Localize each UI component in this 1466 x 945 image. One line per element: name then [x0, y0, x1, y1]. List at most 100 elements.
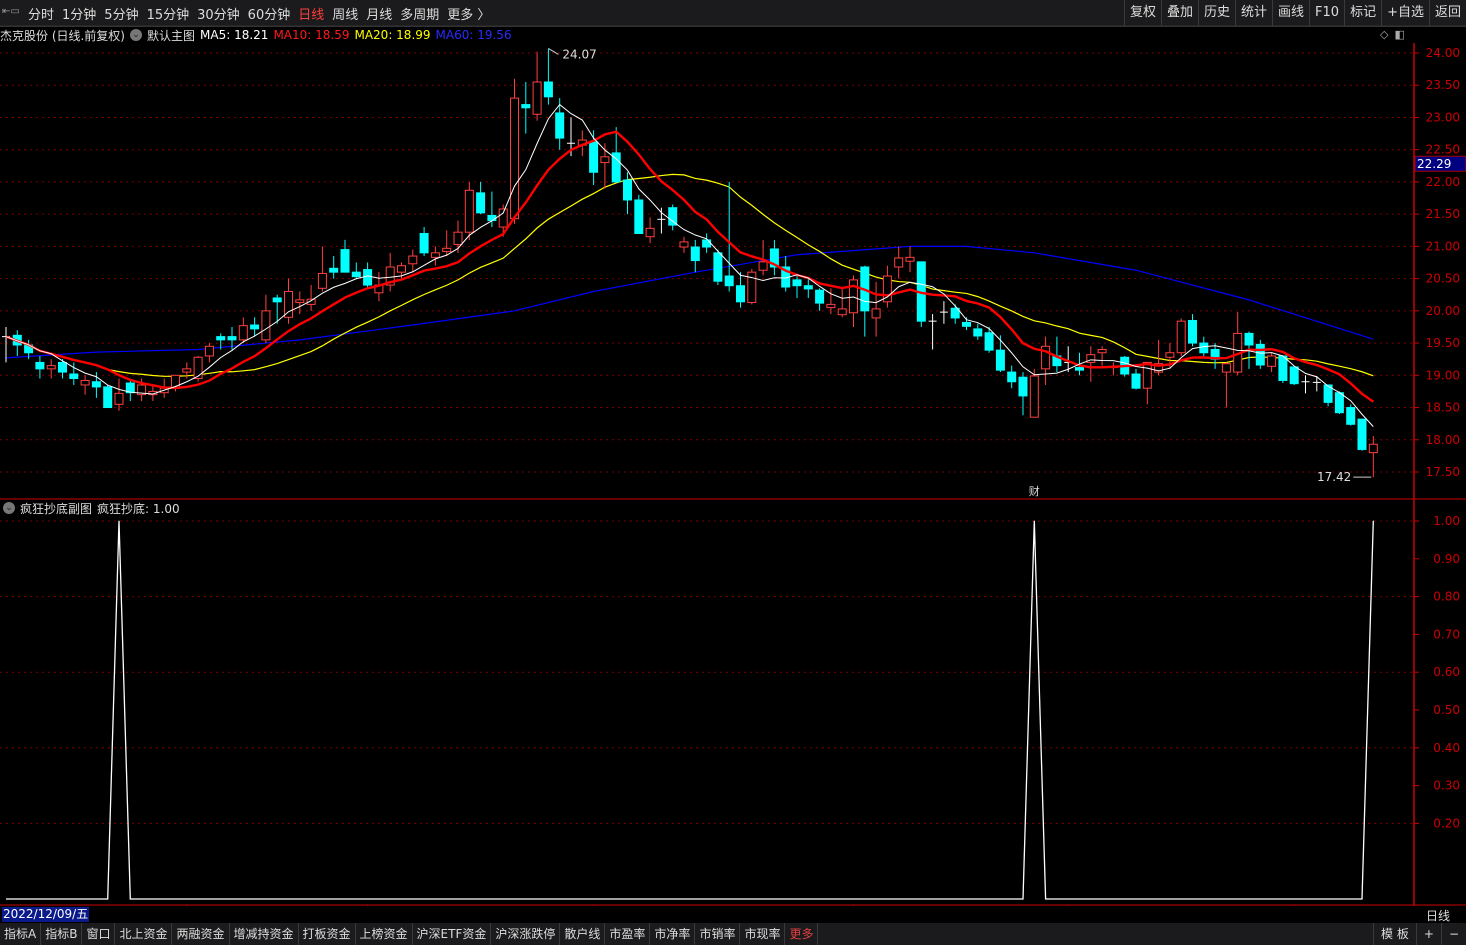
candle-down: [589, 141, 599, 173]
indicator-tab[interactable]: 指标B: [41, 923, 83, 945]
candle-up: [114, 392, 124, 405]
candle-up: [894, 257, 904, 268]
sub-tick-label: 0.60: [1433, 665, 1460, 679]
candle-up: [645, 227, 655, 238]
candle-down: [634, 199, 644, 234]
indicator-tab[interactable]: 散户线: [560, 923, 606, 945]
indicator-tab[interactable]: 沪深ETF资金: [413, 923, 492, 945]
candle-down: [58, 361, 67, 373]
template-selector[interactable]: 默认主图: [147, 28, 196, 43]
signal-point: [118, 520, 120, 522]
candle-down: [702, 239, 712, 248]
period-tab[interactable]: 5分钟: [104, 7, 139, 23]
period-tab[interactable]: 15分钟: [146, 7, 190, 23]
candle-up: [137, 384, 147, 396]
candle-down: [668, 207, 678, 226]
candle-up: [204, 345, 214, 357]
period-tab[interactable]: 60分钟: [247, 7, 291, 23]
period-tab[interactable]: 月线: [366, 7, 393, 23]
zoom-control-button[interactable]: +: [1415, 923, 1441, 945]
period-tab[interactable]: 1分钟: [62, 7, 97, 23]
tool-button[interactable]: 返回: [1428, 0, 1466, 26]
ma20-value: MA20: 18.99: [354, 28, 431, 42]
candle-down: [363, 269, 373, 286]
kline-chart[interactable]: 24.00 23.50 23.00 22.50 22.00 21.50 21.00 20.50…: [0, 0, 1466, 906]
period-tab[interactable]: 日线: [298, 7, 325, 23]
candle-up: [317, 272, 327, 289]
indicator-tab[interactable]: 市销率: [695, 923, 741, 945]
period-tab[interactable]: 更多 〉: [447, 7, 491, 23]
price-tick-label: 17.50: [1426, 465, 1460, 479]
window-toggle-icon[interactable]: ⇤▭: [2, 6, 20, 17]
cursor-price-box: [1414, 155, 1466, 172]
candle-down: [1323, 384, 1333, 403]
candle-up: [453, 231, 463, 245]
candle-down: [962, 321, 971, 327]
tool-button[interactable]: 统计: [1235, 0, 1272, 26]
candle-up: [758, 261, 768, 271]
candle-down: [815, 289, 825, 304]
chevron-down-icon[interactable]: ⌄: [3, 502, 15, 514]
indicator-tab[interactable]: 增减持资金: [230, 923, 299, 945]
sub-chart-title[interactable]: 疯狂抄底副图: [20, 501, 93, 516]
price-tick-label: 19.00: [1426, 368, 1460, 382]
ma5-value: MA5: 18.21: [200, 28, 269, 42]
low-price-label: 17.42: [1317, 470, 1351, 484]
candle-down: [973, 328, 983, 337]
tool-button[interactable]: +自选: [1381, 0, 1429, 26]
tool-button[interactable]: 历史: [1197, 0, 1235, 26]
price-tick-label: 24.00: [1426, 46, 1460, 60]
indicator-tab[interactable]: 市净率: [650, 923, 696, 945]
date-axis: 2022/12/09/五 日线: [0, 906, 1466, 923]
candle-up: [464, 189, 474, 233]
tool-button[interactable]: 标记: [1344, 0, 1381, 26]
panel-toggle-icon[interactable]: ◧: [1394, 28, 1405, 41]
candle-up: [826, 303, 836, 309]
candle-up: [306, 298, 316, 305]
indicator-tab[interactable]: 上榜资金: [356, 923, 413, 945]
tool-buttons: 复权 叠加 历史 统计 画线 F10 标记 +自选 返回: [1123, 0, 1466, 26]
period-tab[interactable]: 多周期: [400, 7, 440, 23]
sub-tick-label: 0.30: [1433, 779, 1460, 793]
candle-down: [736, 285, 745, 303]
candle-down: [555, 112, 565, 139]
tool-button[interactable]: 叠加: [1160, 0, 1198, 26]
indicator-tab[interactable]: 市盈率: [605, 923, 651, 945]
candle-up: [1029, 375, 1039, 418]
candle-up: [1142, 361, 1152, 389]
tool-button[interactable]: F10: [1309, 0, 1344, 26]
indicator-tab[interactable]: 更多: [785, 923, 819, 945]
candle-up: [397, 265, 406, 273]
indicator-tab[interactable]: 打板资金: [299, 923, 356, 945]
candle-up: [679, 241, 689, 248]
tool-button[interactable]: 画线: [1272, 0, 1309, 26]
high-marker-arrow: [548, 48, 559, 55]
period-tab[interactable]: 30分钟: [197, 7, 240, 23]
candle-up: [430, 252, 440, 258]
tool-button[interactable]: 复权: [1123, 0, 1161, 26]
zoom-control-button[interactable]: 模 板: [1373, 923, 1416, 945]
chevron-down-icon[interactable]: ⌄: [130, 29, 142, 41]
candle-up: [1267, 355, 1277, 367]
candle-down: [1188, 320, 1197, 344]
indicator-tab[interactable]: 沪深涨跌停: [491, 923, 561, 945]
indicator-tab[interactable]: 北上资金: [115, 923, 173, 945]
sub-chart-info: ⌄ 疯狂抄底副图 疯狂抄底: 1.00: [3, 500, 185, 516]
candle-down: [476, 192, 486, 214]
zoom-controls: 模 板 + −: [1373, 923, 1466, 945]
candle-up: [498, 208, 508, 228]
indicator-tab[interactable]: 指标A: [0, 923, 42, 945]
finance-event-marker[interactable]: 财: [1029, 484, 1040, 498]
candle-up: [1086, 354, 1096, 363]
price-tick-label: 23.00: [1426, 110, 1460, 124]
candle-down: [713, 252, 723, 282]
period-tab[interactable]: 分时: [28, 7, 55, 23]
zoom-control-button[interactable]: −: [1440, 923, 1466, 945]
period-tab[interactable]: 周线: [332, 7, 359, 23]
price-tick-label: 22.00: [1426, 175, 1460, 189]
indicator-tab[interactable]: 窗口: [82, 923, 116, 945]
diamond-icon[interactable]: ◇: [1380, 28, 1389, 41]
indicator-tab[interactable]: 市现率: [740, 923, 786, 945]
indicator-tab[interactable]: 两融资金: [172, 923, 230, 945]
sub-tick-label: 0.70: [1433, 627, 1460, 641]
